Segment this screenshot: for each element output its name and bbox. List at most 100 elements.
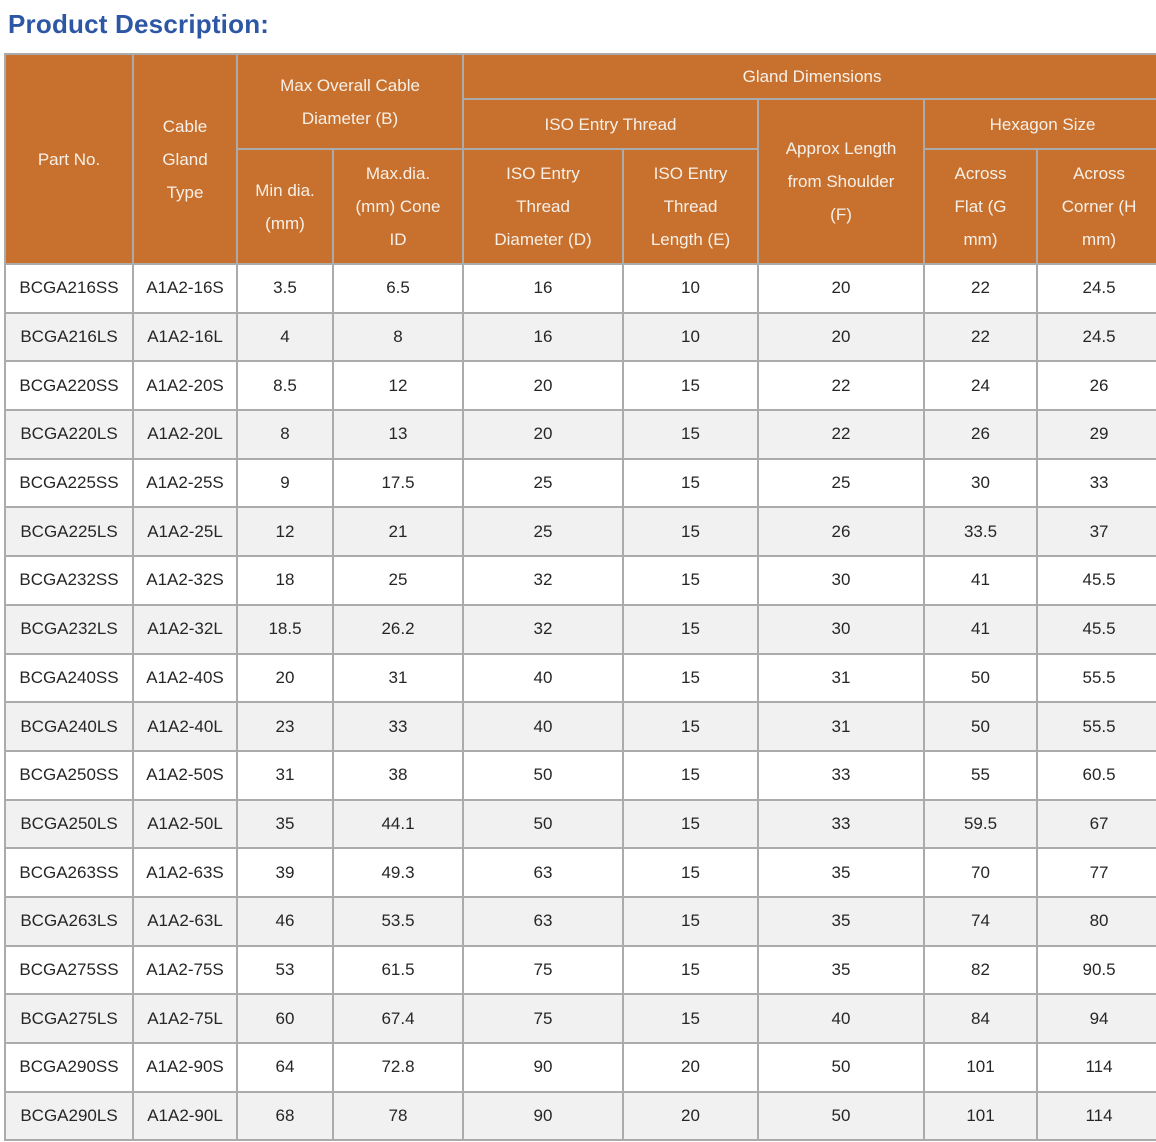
table-cell: 50 <box>923 701 1039 752</box>
table-cell: BCGA216SS <box>4 263 134 314</box>
table-cell: 15 <box>622 895 760 947</box>
table-cell: 90 <box>462 1042 625 1093</box>
table-cell: 31 <box>236 749 334 801</box>
table-cell: 9 <box>236 457 334 509</box>
header-row-2: ISO Entry Thread Approx Length from Shou… <box>5 98 1156 265</box>
table-cell: 17.5 <box>331 457 465 509</box>
table-cell: 15 <box>622 360 760 412</box>
table-cell: 22 <box>923 263 1039 314</box>
table-cell: 41 <box>923 555 1039 606</box>
col-header-across-corner: Across Corner (H mm) <box>1036 148 1156 265</box>
table-cell: 32 <box>462 603 625 655</box>
table-cell: A1A2-40L <box>132 701 238 752</box>
col-header-iso-entry-thread-length: ISO Entry Thread Length (E) <box>622 148 760 265</box>
col-header-part-no: Part No. <box>4 53 134 265</box>
table-row: BCGA275LS A1A2-75L 60 67.4 75 15 40 84 94 <box>4 993 1156 1044</box>
table-cell: 26 <box>757 506 926 558</box>
table-cell: 16 <box>462 311 625 363</box>
table-cell: 8 <box>236 409 334 460</box>
table-cell: 46 <box>236 895 334 947</box>
table-cell: 16 <box>462 263 625 314</box>
table-cell: BCGA290SS <box>4 1042 134 1093</box>
col-header-approx-length-from-shoulder: Approx Length from Shoulder (F) <box>757 98 926 265</box>
table-cell: 25 <box>757 457 926 509</box>
table-cell: 4 <box>236 311 334 363</box>
table-cell: 18.5 <box>236 603 334 655</box>
table-cell: 15 <box>622 701 760 752</box>
table-cell: 20 <box>622 1090 760 1142</box>
table-cell: A1A2-75S <box>132 944 238 996</box>
table-cell: 33.5 <box>923 506 1039 558</box>
table-cell: 32 <box>462 555 625 606</box>
table-cell: 20 <box>622 1042 760 1093</box>
table-cell: 37 <box>1036 506 1156 558</box>
col-header-iso-entry-thread: ISO Entry Thread <box>462 98 760 150</box>
table-cell: A1A2-16S <box>132 263 238 314</box>
table-cell: 50 <box>757 1090 926 1142</box>
table-cell: BCGA263SS <box>4 847 134 898</box>
table-cell: 35 <box>757 944 926 996</box>
table-cell: 15 <box>622 652 760 704</box>
table-cell: 15 <box>622 993 760 1044</box>
table-cell: 44.1 <box>331 798 465 850</box>
col-header-gland-dimensions: Gland Dimensions <box>462 53 1156 100</box>
table-cell: 63 <box>462 847 625 898</box>
table-cell: 53 <box>236 944 334 996</box>
table-cell: 33 <box>331 701 465 752</box>
table-cell: 94 <box>1036 993 1156 1044</box>
table-cell: 20 <box>462 360 625 412</box>
table-cell: 30 <box>757 603 926 655</box>
table-cell: 35 <box>236 798 334 850</box>
table-cell: 114 <box>1036 1042 1156 1093</box>
table-cell: A1A2-32S <box>132 555 238 606</box>
table-row: BCGA290LS A1A2-90L 68 78 90 20 50 101 114 <box>4 1090 1156 1142</box>
table-cell: 55.5 <box>1036 652 1156 704</box>
table-cell: 49.3 <box>331 847 465 898</box>
table-cell: BCGA275LS <box>4 993 134 1044</box>
table-cell: 61.5 <box>331 944 465 996</box>
table-cell: 75 <box>462 944 625 996</box>
col-header-max-dia: Max.dia. (mm) Cone ID <box>331 148 465 265</box>
table-cell: 33 <box>1036 457 1156 509</box>
table-cell: 101 <box>923 1090 1039 1142</box>
table-header: Part No. Cable Gland Type Max Overall Ca… <box>4 53 1156 265</box>
table-cell: BCGA220SS <box>4 360 134 412</box>
table-cell: 15 <box>622 555 760 606</box>
table-cell: 35 <box>757 847 926 898</box>
table-cell: BCGA250SS <box>4 749 134 801</box>
table-cell: 31 <box>757 652 926 704</box>
table-cell: 77 <box>1036 847 1156 898</box>
table-cell: 84 <box>923 993 1039 1044</box>
table-row: BCGA290SS A1A2-90S 64 72.8 90 20 50 101 114 <box>4 1042 1156 1093</box>
table-row: BCGA240SS A1A2-40S 20 31 40 15 31 50 55.5 <box>4 652 1156 704</box>
table-cell: 75 <box>462 993 625 1044</box>
table-cell: 20 <box>462 409 625 460</box>
table-cell: 82 <box>923 944 1039 996</box>
table-cell: BCGA250LS <box>4 798 134 850</box>
table-cell: 101 <box>923 1042 1039 1093</box>
table-cell: 15 <box>622 944 760 996</box>
table-cell: 8 <box>331 311 465 363</box>
table-cell: 31 <box>331 652 465 704</box>
table-cell: A1A2-25S <box>132 457 238 509</box>
table-cell: 50 <box>462 798 625 850</box>
table-cell: 70 <box>923 847 1039 898</box>
table-cell: 25 <box>462 506 625 558</box>
col-header-cable-gland-type: Cable Gland Type <box>132 53 238 265</box>
table-cell: A1A2-50S <box>132 749 238 801</box>
table-cell: A1A2-16L <box>132 311 238 363</box>
table-cell: 15 <box>622 798 760 850</box>
table-cell: A1A2-75L <box>132 993 238 1044</box>
table-cell: 15 <box>622 847 760 898</box>
table-cell: 22 <box>923 311 1039 363</box>
table-cell: BCGA225SS <box>4 457 134 509</box>
table-row: BCGA232LS A1A2-32L 18.5 26.2 32 15 30 41 45.5 <box>4 603 1156 655</box>
table-cell: 18 <box>236 555 334 606</box>
table-row: BCGA216LS A1A2-16L 4 8 16 10 20 22 24.5 <box>4 311 1156 363</box>
table-cell: 20 <box>757 311 926 363</box>
table-row: BCGA275SS A1A2-75S 53 61.5 75 15 35 82 90.5 <box>4 944 1156 996</box>
table-cell: 38 <box>331 749 465 801</box>
table-cell: 33 <box>757 749 926 801</box>
col-header-min-dia: Min dia. (mm) <box>236 148 334 265</box>
table-cell: 41 <box>923 603 1039 655</box>
